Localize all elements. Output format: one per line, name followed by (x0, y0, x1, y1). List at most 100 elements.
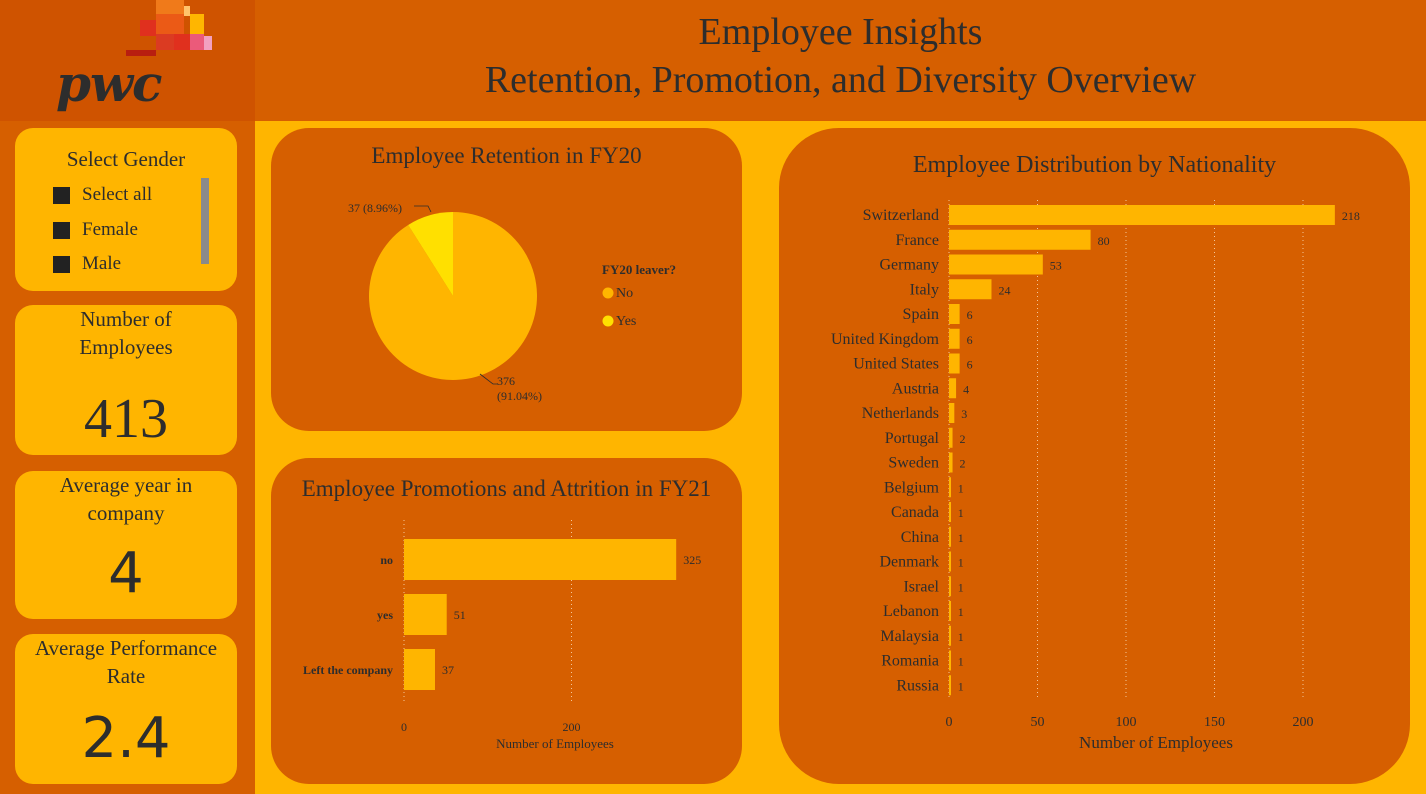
x-tick-label: 100 (1116, 715, 1137, 730)
bar-data-label: 6 (967, 333, 973, 347)
y-tick-label: Malaysia (880, 628, 939, 645)
kpi-label: Average year in company (59, 473, 193, 525)
leader-line (414, 205, 432, 213)
bar-data-label: 1 (958, 481, 964, 495)
y-tick-label: Lebanon (883, 603, 939, 620)
kpi-value: 2.4 (81, 706, 171, 771)
checkbox-icon[interactable] (53, 186, 70, 204)
y-tick-label: Austria (892, 380, 939, 397)
bar-data-label: 1 (958, 506, 964, 520)
pwc-logo-icon (126, 0, 212, 56)
bar (949, 526, 951, 547)
bar (949, 551, 951, 572)
bar (949, 502, 951, 522)
bar (949, 427, 953, 448)
slicer-option-label: Select all (82, 184, 153, 205)
bar-data-label: 6 (967, 358, 973, 372)
bar-data-label: 80 (1098, 234, 1110, 248)
y-tick-label: Romania (881, 653, 939, 670)
y-tick-label: France (895, 232, 939, 249)
slicer-option-male[interactable]: Male (53, 253, 121, 275)
bar (949, 576, 951, 597)
retention-panel: Employee Retention in FY20 37 (8.96%) 376… (271, 128, 742, 431)
checkbox-icon[interactable] (53, 255, 70, 273)
y-tick-label: Sweden (888, 455, 939, 472)
bar (949, 304, 960, 324)
y-tick-label: United Kingdom (831, 331, 940, 348)
bar-data-label: 37 (442, 663, 454, 677)
bar (404, 594, 447, 635)
bar-data-label: 1 (958, 655, 964, 669)
y-tick-label: Israel (903, 578, 939, 595)
x-axis-label: Number of Employees (1079, 733, 1233, 752)
y-tick-label: Belgium (884, 479, 940, 496)
y-tick-label: Left the company (303, 663, 393, 677)
x-axis-label: Number of Employees (496, 736, 614, 751)
page-title: Employee Insights (698, 11, 983, 53)
bar-data-label: 1 (958, 605, 964, 619)
pie-data-label: 376 (497, 374, 515, 388)
slicer-option-label: Female (82, 219, 138, 240)
chart-title: Employee Promotions and Attrition in FY2… (301, 476, 712, 501)
bar (949, 452, 953, 473)
legend-marker-yes (602, 315, 614, 327)
bar-data-label: 4 (963, 382, 969, 396)
promotions-bar-chart: 0 200 no 325 yes 51 Left the company 37 Number o… (303, 520, 701, 751)
nationality-bar-chart: 0 50 100 150 200 Switzerland 218 France 80 German… (831, 200, 1360, 752)
x-tick-label: 200 (563, 720, 581, 734)
y-tick-label: Russia (896, 677, 939, 694)
slicer-scrollbar[interactable] (201, 178, 209, 264)
bar (949, 625, 951, 646)
bar-data-label: 1 (958, 531, 964, 545)
kpi-label: Number of Employees (79, 307, 173, 359)
checkbox-icon[interactable] (53, 221, 70, 239)
x-tick-label: 150 (1204, 715, 1225, 730)
sidebar: Select Gender Select all Female Male Num… (0, 121, 255, 794)
x-tick-label: 50 (1031, 715, 1045, 730)
kpi-label: Average Performance Rate (34, 636, 218, 688)
logo-text: pwc (56, 54, 162, 113)
y-tick-label: Netherlands (862, 405, 939, 422)
bar-data-label: 24 (998, 283, 1010, 297)
kpi-value: 4 (108, 541, 144, 606)
y-tick-label: no (380, 553, 393, 567)
bar (949, 229, 1091, 250)
bar (949, 477, 951, 498)
bar (949, 675, 951, 696)
bar (949, 205, 1335, 225)
legend-title: FY20 leaver? (602, 262, 676, 277)
bar-data-label: 2 (960, 457, 966, 471)
slicer-option-select-all[interactable]: Select all (53, 184, 152, 206)
kpi-value: 413 (84, 388, 168, 450)
legend-marker-no (602, 287, 614, 299)
y-tick-label: yes (377, 608, 393, 622)
chart-title: Employee Retention in FY20 (371, 143, 642, 168)
pie-data-label: (91.04%) (497, 389, 542, 403)
y-tick-label: Germany (879, 257, 939, 274)
y-tick-label: China (901, 529, 939, 546)
bar (404, 539, 677, 580)
slicer-option-label: Male (82, 253, 122, 274)
y-tick-label: Canada (891, 504, 939, 521)
bar-data-label: 1 (958, 630, 964, 644)
legend-label-yes: Yes (616, 314, 636, 329)
bar-data-label: 1 (958, 580, 964, 594)
leader-line (479, 373, 498, 385)
kpi-card-avg-performance: Average Performance Rate 2.4 (15, 634, 237, 784)
y-tick-label: Denmark (879, 554, 939, 571)
bar-data-label: 51 (454, 608, 466, 622)
retention-pie-chart: 37 (8.96%) 376(91.04%) FY20 leaver? No Yes (348, 201, 676, 403)
legend-label-no: No (616, 286, 633, 301)
x-tick-label: 200 (1293, 715, 1314, 730)
logo-area: pwc (0, 0, 255, 121)
x-tick-label: 0 (401, 720, 407, 734)
bar-data-label: 2 (960, 432, 966, 446)
slicer-option-female[interactable]: Female (53, 219, 138, 241)
pie-data-label: 37 (8.96%) (348, 201, 402, 215)
y-tick-label: Spain (903, 306, 939, 323)
bar (949, 328, 960, 349)
kpi-card-employees: Number of Employees 413 (15, 305, 237, 455)
pie-slice-yes (408, 212, 453, 296)
page-subtitle: Retention, Promotion, and Diversity Over… (484, 59, 1197, 101)
header-bar: pwc Employee Insights Retention, Promoti… (0, 0, 1426, 121)
